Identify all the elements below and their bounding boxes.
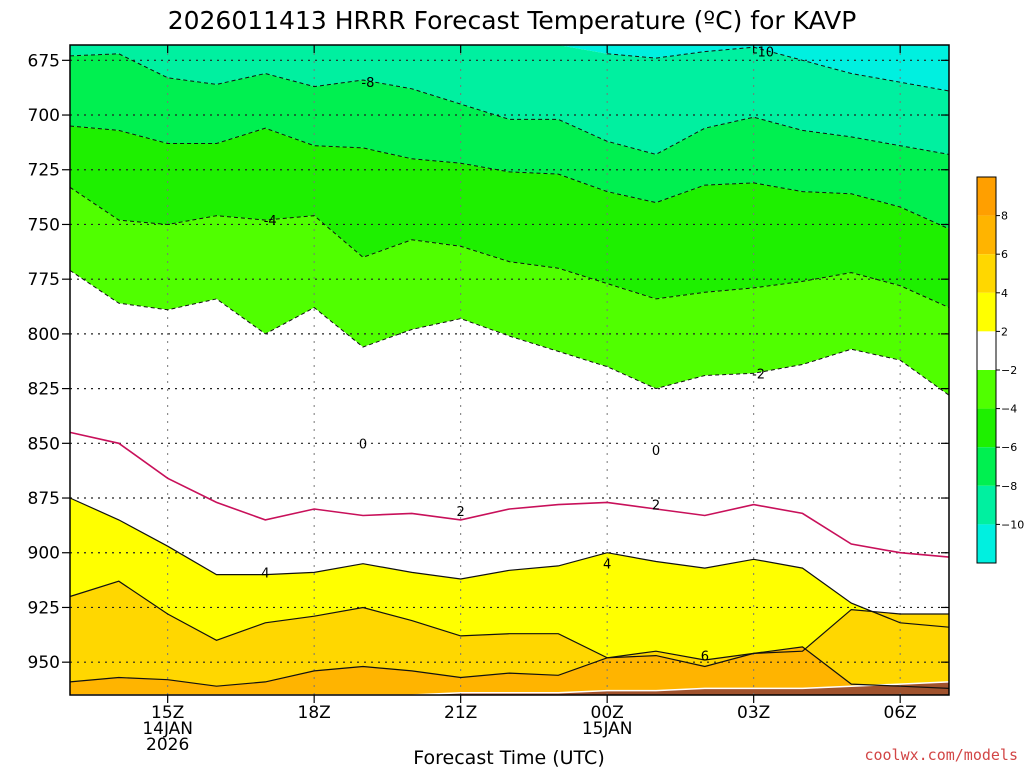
isotherm-0 [69,431,950,558]
x-tick-label-15-0: 15Z [151,703,184,723]
colorbar-swatch-3 [977,292,996,332]
y-tick-label-700: 700 [28,106,60,126]
colorbar-tick-label-3: 2 [1001,325,1008,338]
plot-fill-bands [70,45,950,696]
x-tick-label-15-2: 2026 [146,735,189,755]
y-tick-label-725: 725 [28,161,60,181]
isotherm-neg10 [607,46,950,92]
colorbar-swatch-5 [977,370,996,409]
y-tick-label-950: 950 [28,653,60,673]
isotherm-label-10: 6 [701,650,709,665]
temp-band-9 [70,646,949,695]
colorbar-tick-label-0: 8 [1001,210,1008,223]
isotherm-2 [69,497,950,628]
colorbar-tick-label-5: −4 [1001,403,1017,416]
temp-band-6 [70,432,949,628]
colorbar-swatch-7 [977,447,996,486]
y-tick-label-925: 925 [28,598,60,618]
x-tick-label-15-1: 14JAN [142,719,193,739]
colorbar-tick-label-6: −6 [1001,441,1017,454]
temp-band-4 [70,187,949,396]
x-axis-label: Forecast Time (UTC) [413,747,604,768]
y-tick-label-825: 825 [28,380,60,400]
ground-surface [70,681,949,695]
chart-title: 2026011413 HRRR Forecast Temperature (ºC… [168,6,857,35]
isotherm-label-3: -2 [752,367,765,382]
colorbar-swatch-0 [977,177,996,216]
y-tick-label-900: 900 [28,544,60,564]
y-tick-label-850: 850 [28,434,60,454]
x-tick-label-21-0: 21Z [444,703,477,723]
x-tick-label-30-0: 06Z [884,703,917,723]
temp-band-0 [70,45,949,91]
colorbar-swatch-6 [977,408,996,448]
isotherm-label-8: 4 [261,566,269,581]
isotherm-label-6: 2 [457,505,465,520]
isotherm-neg8 [69,53,950,155]
colorbar: 8 6 4 2 −2 −4 −6 −8 −10 [976,176,1024,564]
y-tick-label-675: 675 [28,51,60,71]
temp-band-8 [70,581,949,689]
x-tick-label-24-1: 15JAN [582,719,633,739]
colorbar-swatch-4 [977,331,996,370]
y-tick-label-750: 750 [28,215,60,235]
colorbar-tick-label-2: 4 [1001,287,1008,300]
isotherm-4 [69,580,949,661]
isotherm-label-2: -4 [264,214,277,229]
isotherm-neg4 [69,186,950,309]
y-tick-label-875: 875 [28,489,60,509]
isotherm-6 [69,646,950,689]
isotherm-label-1: -8 [361,76,374,91]
isotherm-label-9: 4 [603,558,611,573]
y-tick-label-800: 800 [28,325,60,345]
y-tick-label-775: 775 [28,270,60,290]
x-tick-label-24-0: 00Z [591,703,624,723]
x-tick-label-27-0: 03Z [737,703,770,723]
colorbar-swatch-9 [977,524,996,563]
colorbar-tick-label-8: −10 [1001,518,1024,531]
x-tick-label-18-0: 18Z [298,703,331,723]
colorbar-swatch-2 [977,254,996,293]
isotherm-label-4: 0 [359,437,367,452]
temp-band-2 [70,53,949,229]
colorbar-swatch-1 [977,215,996,255]
isotherm-label-5: 0 [652,444,660,459]
plot-frame [69,44,950,696]
isotherm-neg2 [69,269,950,396]
temp-band-5 [70,270,949,558]
isotherm-neg6 [69,125,950,230]
temp-band-1 [70,45,949,155]
colorbar-tick-label-7: −8 [1001,480,1017,493]
isotherm-labels: -10 -8 -4 -2 0 0 2 2 4 4 6 [261,46,774,665]
axes: 67570072575077580082585087590092595015Z1… [28,44,950,755]
colorbar-swatch-8 [977,485,996,525]
colorbar-tick-label-1: 6 [1001,248,1008,261]
colorbar-tick-label-4: −2 [1001,364,1017,377]
isotherm-lines [69,46,950,689]
isotherm-label-7: 2 [652,499,660,514]
watermark-text: coolwx.com/models [864,746,1018,764]
temp-band-3 [70,126,949,308]
isotherm-label-0: -10 [753,46,774,61]
